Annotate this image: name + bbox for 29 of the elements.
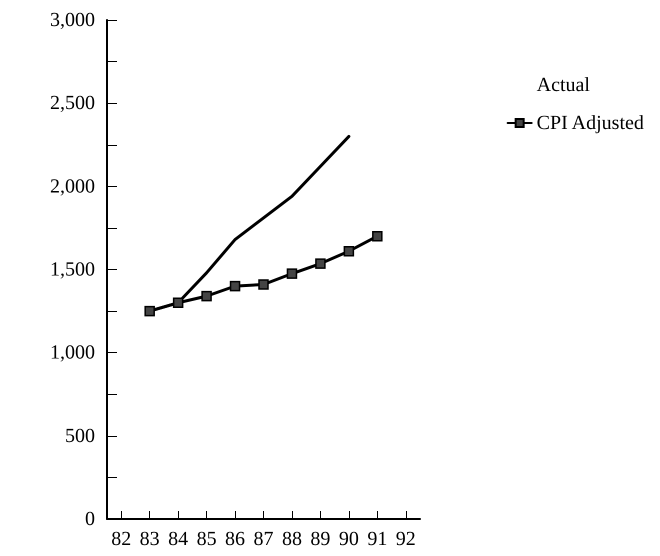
- x-tick-label: 84: [168, 528, 188, 550]
- x-tick-label: 91: [367, 528, 388, 550]
- y-tick-label: 2,500: [50, 92, 95, 114]
- legend-label: CPI Adjusted: [536, 112, 644, 134]
- x-tick-label: 83: [140, 528, 160, 550]
- point: [344, 246, 354, 256]
- x-tick-label: 90: [338, 528, 359, 550]
- point: [144, 306, 155, 316]
- point: [286, 268, 298, 279]
- y-tick-label: 2,000: [50, 175, 95, 198]
- y-tick-label: 0: [85, 508, 95, 530]
- y-tick-label: 500: [65, 424, 95, 447]
- y-tick-label: 1,000: [50, 342, 95, 364]
- x-tick-label: 87: [254, 528, 274, 550]
- x-tick-label: 86: [225, 528, 246, 550]
- x-tick-label: 92: [396, 528, 416, 550]
- text: Actual: [536, 74, 590, 96]
- x-tick-label: 88: [282, 528, 302, 550]
- point: [230, 280, 240, 292]
- x-tick-label: 85: [196, 528, 217, 550]
- y-tick-label: 3,000: [50, 9, 95, 31]
- x-tick-label: 82: [111, 528, 132, 550]
- point: [201, 290, 212, 302]
- point: [372, 230, 383, 242]
- point: [315, 258, 326, 269]
- point: [258, 279, 269, 290]
- x-tick-label: 89: [310, 528, 330, 550]
- y-tick-label: 1,500: [50, 258, 95, 280]
- point: [172, 298, 184, 308]
